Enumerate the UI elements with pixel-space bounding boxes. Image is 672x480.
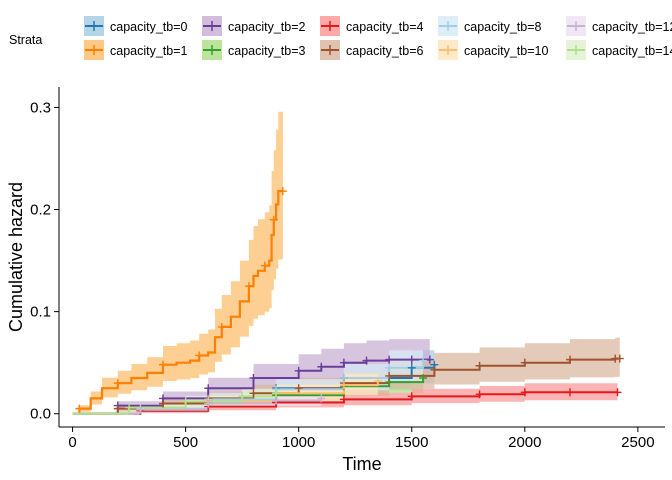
- legend-item-capacity-tb-0: capacity_tb=0: [84, 16, 188, 36]
- x-tick-label: 1000: [282, 434, 315, 451]
- censor-mark-capacity-tb-10: [339, 381, 348, 390]
- line-capacity-tb-6: [72, 357, 620, 415]
- y-tick-label: 0.3: [30, 99, 51, 116]
- censor-mark-capacity-tb-4: [566, 388, 575, 397]
- censor-mark-capacity-tb-6: [430, 365, 439, 374]
- censor-mark-capacity-tb-1: [269, 215, 278, 224]
- censor-mark-capacity-tb-12: [317, 394, 326, 403]
- legend-title: Strata: [9, 33, 42, 47]
- y-axis-label: Cumulative hazard: [6, 182, 26, 332]
- band-capacity-tb-1: [72, 111, 283, 414]
- x-tick-label: 0: [68, 434, 76, 451]
- censor-mark-capacity-tb-14: [238, 392, 247, 401]
- x-axis-label: Time: [342, 454, 381, 474]
- censor-mark-capacity-tb-14: [125, 403, 134, 412]
- x-tick-label: 1500: [395, 434, 428, 451]
- censor-mark-capacity-tb-4: [475, 390, 484, 399]
- censor-mark-capacity-tb-2: [425, 355, 434, 364]
- censor-mark-capacity-tb-2: [407, 355, 416, 364]
- censor-mark-capacity-tb-2: [385, 355, 394, 364]
- censor-mark-capacity-tb-6: [520, 358, 529, 367]
- censor-mark-capacity-tb-2: [249, 373, 258, 382]
- x-tick-label: 2000: [508, 434, 541, 451]
- censor-mark-capacity-tb-2: [204, 384, 213, 393]
- censor-mark-capacity-tb-12: [272, 396, 281, 405]
- censor-mark-capacity-tb-1: [113, 379, 122, 388]
- censor-mark-capacity-tb-1: [244, 282, 253, 291]
- censor-mark-capacity-tb-2: [294, 366, 303, 375]
- censor-mark-capacity-tb-14: [272, 389, 281, 398]
- legend-label: capacity_tb=3: [228, 44, 306, 58]
- censor-mark-capacity-tb-6: [113, 404, 122, 413]
- censor-mark-capacity-tb-6: [475, 361, 484, 370]
- legend-label: capacity_tb=14: [592, 44, 672, 58]
- legend-item-capacity-tb-14: capacity_tb=14: [566, 40, 672, 60]
- legend-item-capacity-tb-2: capacity_tb=2: [202, 16, 306, 36]
- legend-label: capacity_tb=2: [228, 20, 306, 34]
- censor-mark-capacity-tb-0: [407, 363, 416, 372]
- y-tick-label: 0.1: [30, 304, 51, 321]
- censor-mark-capacity-tb-8: [385, 363, 394, 372]
- censor-mark-capacity-tb-6: [294, 384, 303, 393]
- confidence-bands: [72, 111, 620, 414]
- censor-mark-capacity-tb-6: [249, 389, 258, 398]
- censor-mark-capacity-tb-12: [136, 405, 145, 414]
- censor-mark-capacity-tb-14: [181, 397, 190, 406]
- x-tick-label: 2500: [621, 434, 654, 451]
- x-tick-label: 500: [173, 434, 198, 451]
- censor-mark-capacity-tb-6: [159, 399, 168, 408]
- censor-mark-capacity-tb-4: [407, 392, 416, 401]
- censor-mark-capacity-tb-4: [520, 388, 529, 397]
- censor-mark-capacity-tb-1: [195, 351, 204, 360]
- censor-mark-capacity-tb-8: [419, 356, 428, 365]
- legend-item-capacity-tb-12: capacity_tb=12: [566, 16, 672, 36]
- legend-label: capacity_tb=1: [110, 44, 188, 58]
- censor-mark-capacity-tb-4: [613, 388, 622, 397]
- legend-item-capacity-tb-6: capacity_tb=6: [320, 40, 424, 60]
- censor-mark-capacity-tb-6: [615, 354, 624, 363]
- censor-mark-capacity-tb-1: [217, 322, 226, 331]
- legend-item-capacity-tb-10: capacity_tb=10: [438, 40, 548, 60]
- censor-mark-capacity-tb-3: [419, 373, 428, 382]
- censor-mark-capacity-tb-10: [373, 377, 382, 386]
- legend-item-capacity-tb-3: capacity_tb=3: [202, 40, 306, 60]
- censor-mark-capacity-tb-1: [260, 261, 269, 270]
- legend-item-capacity-tb-1: capacity_tb=1: [84, 40, 188, 60]
- censor-mark-capacity-tb-1: [159, 360, 168, 369]
- legend-label: capacity_tb=10: [464, 44, 548, 58]
- censor-mark-capacity-tb-2: [317, 362, 326, 371]
- censor-mark-capacity-tb-6: [385, 371, 394, 380]
- censor-mark-capacity-tb-12: [204, 399, 213, 408]
- legend-label: capacity_tb=6: [346, 44, 424, 58]
- axes: 0 500 1000 1500 2000 2500 0.0 0.1 0.2 0.3: [30, 87, 665, 451]
- censor-mark-capacity-tb-6: [566, 355, 575, 364]
- censor-mark-capacity-tb-4: [339, 395, 348, 404]
- censor-mark-capacity-tb-2: [339, 358, 348, 367]
- censor-mark-capacity-tb-2: [362, 356, 371, 365]
- legend: Strata capacity_tb=0 capacity_tb=1 capacit…: [9, 16, 672, 60]
- y-tick-label: 0.2: [30, 202, 51, 219]
- censor-mark-capacity-tb-1: [75, 404, 84, 413]
- censor-mark-capacity-tb-8: [339, 373, 348, 382]
- legend-label: capacity_tb=12: [592, 20, 672, 34]
- legend-label: capacity_tb=8: [464, 20, 542, 34]
- band-capacity-tb-2: [72, 339, 430, 414]
- y-tick-label: 0.0: [30, 406, 51, 423]
- legend-item-capacity-tb-8: capacity_tb=8: [438, 16, 542, 36]
- legend-item-capacity-tb-4: capacity_tb=4: [320, 16, 424, 36]
- legend-label: capacity_tb=4: [346, 20, 424, 34]
- censor-marks: [75, 187, 624, 415]
- legend-label: capacity_tb=0: [110, 20, 188, 34]
- censor-mark-capacity-tb-1: [278, 187, 287, 196]
